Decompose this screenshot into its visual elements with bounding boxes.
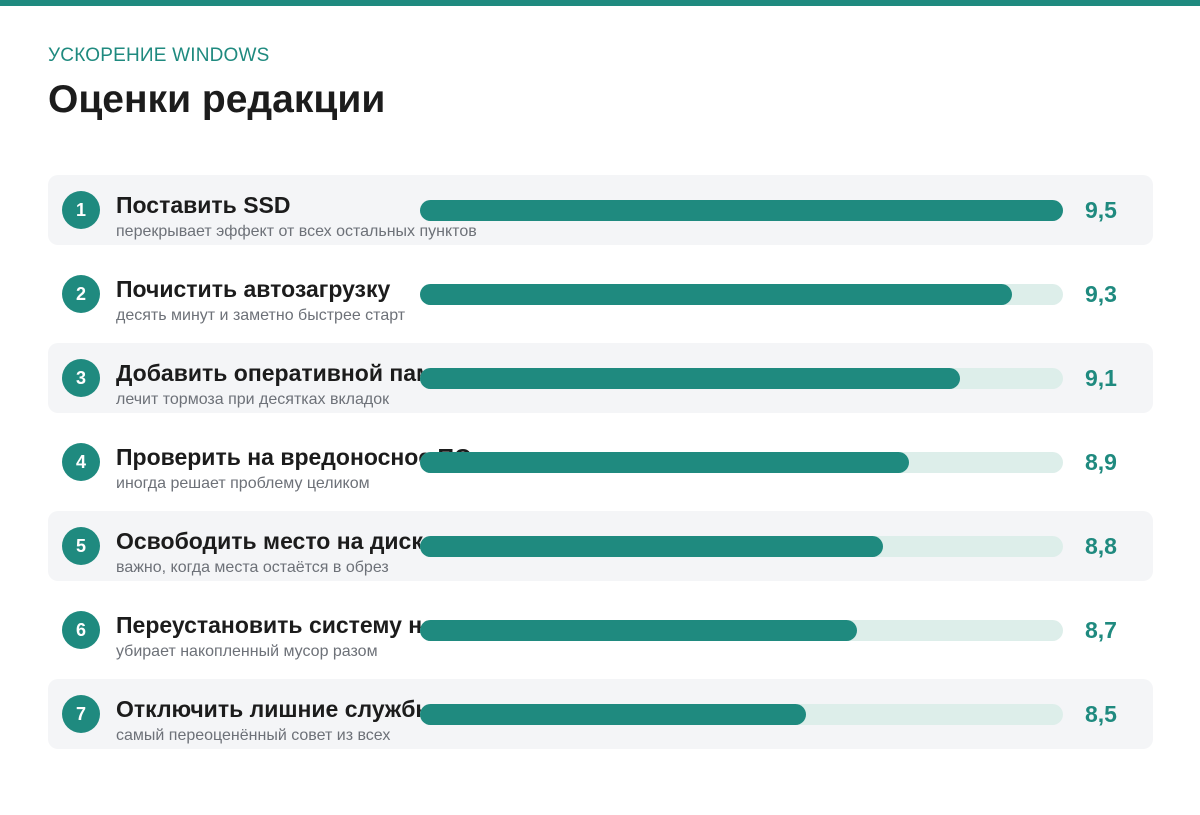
rating-row: 1 Поставить SSD перекрывает эффект от всех… [48, 175, 1153, 245]
bar [420, 452, 909, 473]
rating-row: 5 Освободить место на диске важно, когда м… [48, 511, 1153, 581]
bar [420, 200, 1063, 221]
ratings-list: 1 Поставить SSD перекрывает эффект от всех… [48, 175, 1153, 763]
rank-badge: 7 [62, 695, 100, 733]
bar [420, 704, 806, 725]
category-label: Поставить SSD [116, 192, 291, 218]
bar [420, 536, 883, 557]
category-note: важно, когда места остаётся в обрез [116, 559, 389, 576]
category-label: Освободить место на диске [116, 528, 436, 554]
bar [420, 284, 1012, 305]
section-eyebrow: УСКОРЕНИЕ WINDOWS [48, 45, 270, 66]
rank-badge: 4 [62, 443, 100, 481]
rank-badge: 6 [62, 611, 100, 649]
category-label: Почистить автозагрузку [116, 276, 391, 302]
data-label: 8,8 [1085, 533, 1117, 559]
rating-row: 7 Отключить лишние службы самый переоценён… [48, 679, 1153, 749]
data-label: 9,1 [1085, 365, 1117, 391]
bar-track [420, 368, 1063, 389]
bar-track [420, 620, 1063, 641]
rank-badge: 3 [62, 359, 100, 397]
data-label: 8,9 [1085, 449, 1117, 475]
rank-badge: 5 [62, 527, 100, 565]
category-label: Отключить лишние службы [116, 696, 436, 722]
bar [420, 620, 857, 641]
data-label: 9,3 [1085, 281, 1117, 307]
category-label: Добавить оперативной памяти [116, 360, 472, 386]
category-note: самый переоценённый совет из всех [116, 727, 391, 744]
bar [420, 368, 960, 389]
page-title: Оценки редакции [48, 78, 386, 121]
bar-track [420, 284, 1063, 305]
data-label: 8,7 [1085, 617, 1117, 643]
rating-row: 4 Проверить на вредоносное ПО иногда решае… [48, 427, 1153, 497]
rating-row: 3 Добавить оперативной памяти лечит тормоз… [48, 343, 1153, 413]
category-note: десять минут и заметно быстрее старт [116, 307, 406, 324]
category-note: лечит тормоза при десятках вкладок [116, 391, 390, 408]
bar-track [420, 536, 1063, 557]
bar-track [420, 452, 1063, 473]
bar-track [420, 200, 1063, 221]
rank-badge: 2 [62, 275, 100, 313]
bar-track [420, 704, 1063, 725]
category-label: Проверить на вредоносное ПО [116, 444, 472, 470]
category-note: иногда решает проблему целиком [116, 475, 370, 492]
top-accent-bar [0, 0, 1200, 6]
category-note: перекрывает эффект от всех остальных пун… [116, 223, 477, 240]
rating-row: 2 Почистить автозагрузку десять минут и за… [48, 259, 1153, 329]
data-label: 9,5 [1085, 197, 1117, 223]
category-note: убирает накопленный мусор разом [116, 643, 378, 660]
data-label: 8,5 [1085, 701, 1117, 727]
rating-row: 6 Переустановить систему начисто убирает н… [48, 595, 1153, 665]
rank-badge: 1 [62, 191, 100, 229]
